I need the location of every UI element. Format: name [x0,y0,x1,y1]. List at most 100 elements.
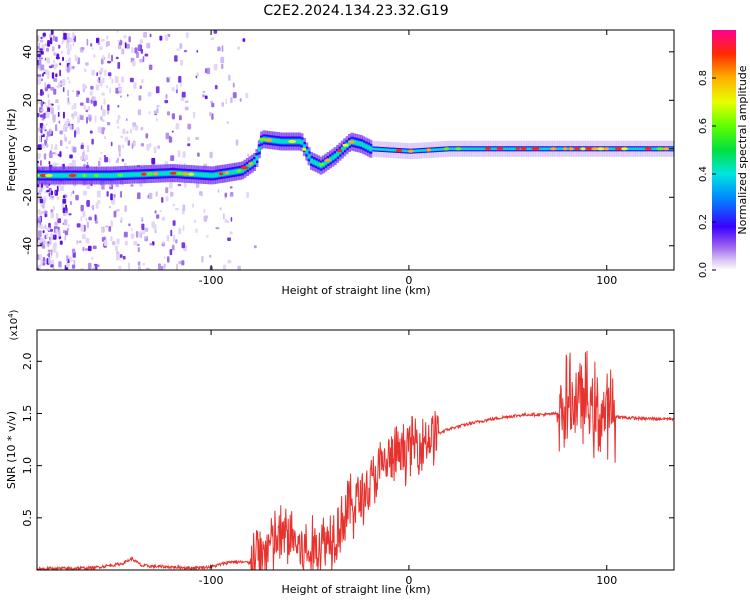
ridge-peak [568,147,574,151]
ridge-band [419,149,423,152]
noise-speckle [44,224,47,229]
noise-speckle [55,228,58,235]
spectrogram-frame [36,29,675,271]
noise-speckle [137,192,141,200]
noise-speckle [193,219,197,223]
noise-speckle [80,155,84,160]
noise-speckle [59,130,63,135]
ridge-band [212,173,216,178]
noise-speckle [50,190,53,196]
ridge-band [402,149,406,152]
noise-speckle [63,219,68,226]
noise-speckle [220,56,225,64]
noise-speckle [86,38,89,46]
ridge-band [253,160,256,164]
noise-speckle [62,213,67,216]
ridge-peak [515,147,520,151]
ridge-band [504,147,508,150]
ridge-band [124,172,128,177]
noise-speckle [40,187,43,193]
noise-speckle [118,83,121,87]
noise-speckle [57,82,62,86]
noise-speckle [204,68,208,74]
noise-speckle [37,184,40,188]
noise-speckle [86,97,90,104]
ridge-band [283,139,287,144]
noise-speckle [137,247,140,253]
noise-speckle [146,144,150,151]
ridge-band [364,144,368,149]
noise-speckle [102,109,106,117]
figure-title: C2E2.2024.134.23.32.G19 [263,3,448,19]
noise-speckle [195,75,198,79]
noise-speckle [68,57,72,64]
noise-speckle [246,191,249,198]
noise-speckle [144,53,149,57]
noise-speckle [45,213,48,218]
noise-speckle [90,43,93,47]
ridge-band [452,147,456,150]
noise-speckle [230,217,233,222]
noise-speckle [91,69,96,76]
ridge-peak [496,147,504,151]
noise-speckle [176,84,179,90]
noise-speckle [71,160,76,167]
noise-speckle [99,157,102,161]
spectrogram-panel: -100 0 100 -40 -20 0 20 40 Height of straight l… [5,29,675,297]
noise-speckle [128,262,130,270]
noise-speckle [47,249,51,252]
noise-speckle [120,191,122,198]
ridge-band [134,172,138,177]
noise-speckle [76,223,81,228]
ridge-band [423,149,427,152]
noise-speckle [91,204,94,209]
noise-speckle [103,155,107,158]
spectrogram-axes: -100 0 100 -40 -20 0 20 40 [21,30,674,287]
ridge-band [390,149,394,152]
noise-speckle [168,136,173,143]
noise-speckle [83,105,86,110]
noise-speckle [132,60,136,67]
noise-speckle [145,133,149,139]
ridge-peak [562,147,568,151]
noise-speckle [148,192,153,200]
noise-speckle [86,200,90,207]
noise-speckle [170,191,174,197]
ridge-band [369,146,373,151]
noise-speckle [41,133,44,136]
noise-speckle [54,221,58,226]
noise-speckle [202,94,205,98]
noise-speckle [63,111,65,119]
y-tick-label: 1.0 [21,457,34,475]
y-tick-label: 1.5 [21,405,34,423]
ridge-band [132,172,135,177]
noise-speckle [41,244,46,249]
noise-speckle [89,116,92,122]
noise-speckle [195,228,198,233]
noise-speckle [37,100,41,104]
ridge-band [215,172,218,177]
x-tick-label: 100 [596,274,617,287]
noise-speckle [107,122,111,126]
ridge-band [127,172,131,177]
noise-speckle [46,227,51,231]
ridge-peak [408,149,414,153]
noise-speckle [165,132,170,140]
noise-speckle [176,48,180,51]
noise-speckle [128,223,131,227]
noise-speckle [92,267,96,270]
noise-speckle [42,199,46,206]
noise-speckle [164,34,169,41]
noise-speckle [50,209,54,213]
noise-speckle [131,143,134,149]
noise-speckle [181,260,185,266]
noise-speckle [204,95,208,100]
noise-speckle [99,161,102,166]
ridge-peak [485,147,491,151]
noise-speckle [40,36,43,40]
noise-speckle [168,182,173,189]
noise-speckle [97,79,100,82]
noise-speckle [41,91,44,96]
ridge-peak [574,147,580,151]
ridge-band [540,147,544,150]
